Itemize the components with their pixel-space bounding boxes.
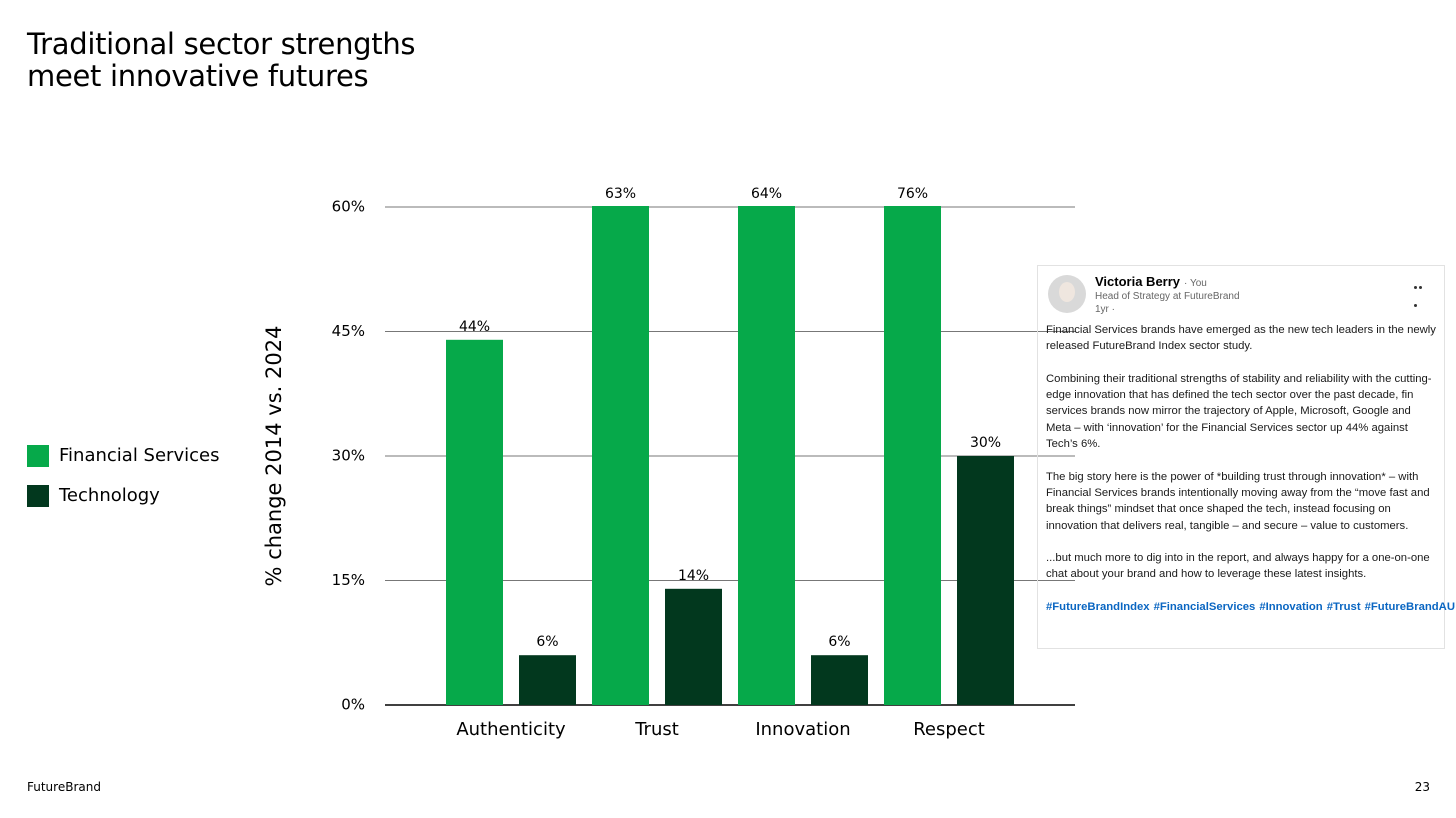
author-relation: · You xyxy=(1184,278,1207,289)
title-line: meet innovative futures xyxy=(27,59,369,93)
data-label: 63% xyxy=(605,186,636,202)
y-tick-label: 0% xyxy=(341,696,365,714)
data-label: 14% xyxy=(678,568,709,584)
post-paragraph: ...but much more to dig into in the repo… xyxy=(1046,552,1430,581)
hashtag[interactable]: #Trust xyxy=(1326,601,1361,614)
hashtags: #FutureBrandIndex #FinancialServices #Inno… xyxy=(1046,599,1455,615)
post-paragraph: Financial Services brands have emerged a… xyxy=(1046,324,1436,353)
data-label: 6% xyxy=(828,634,850,650)
title-line: Traditional sector strengths xyxy=(27,27,416,61)
bar xyxy=(738,206,795,706)
x-tick-label: Innovation xyxy=(755,719,850,740)
more-menu[interactable] xyxy=(1414,276,1428,307)
legend-swatch xyxy=(27,485,49,507)
data-label: 30% xyxy=(970,435,1001,451)
bar xyxy=(957,456,1014,705)
y-tick-label: 45% xyxy=(332,322,365,340)
footer-brand: FutureBrand xyxy=(27,780,101,794)
data-label: 76% xyxy=(897,186,928,202)
legend-swatch xyxy=(27,445,49,467)
slide-title: Traditional sector strengths meet innova… xyxy=(27,27,416,93)
legend-label: Financial Services xyxy=(59,445,219,466)
x-tick-label: Respect xyxy=(913,719,985,740)
y-tick-label: 15% xyxy=(332,571,365,589)
bar xyxy=(446,339,503,705)
x-tick-label: Trust xyxy=(634,719,679,740)
y-axis-label: % change 2014 vs. 2024 xyxy=(262,326,286,587)
post-author: Victoria Berry · You xyxy=(1095,274,1207,289)
data-label: 6% xyxy=(536,634,558,650)
hashtag[interactable]: #Innovation xyxy=(1259,601,1323,614)
x-tick-label: Authenticity xyxy=(456,719,566,740)
y-tick-label: 30% xyxy=(332,447,365,465)
bar xyxy=(519,655,576,705)
data-label: 64% xyxy=(751,186,782,202)
bar xyxy=(665,588,722,705)
social-post: Victoria Berry · You Head of Strategy at … xyxy=(1037,265,1455,649)
bar xyxy=(884,206,941,705)
avatar xyxy=(1048,275,1086,313)
post-paragraph: Combining their traditional strengths of… xyxy=(1046,372,1432,451)
post-body: Financial Services brands have emerged a… xyxy=(1046,322,1455,615)
page-number: 23 xyxy=(1414,780,1430,794)
author-headline: Head of Strategy at FutureBrand xyxy=(1095,291,1240,302)
hashtag[interactable]: #FinancialServices xyxy=(1153,601,1256,614)
post-time: 1yr · xyxy=(1095,304,1115,315)
hashtag[interactable]: #FutureBrandIndex xyxy=(1046,601,1150,614)
post-paragraph: The big story here is the power of *buil… xyxy=(1046,470,1430,532)
y-tick-label: 60% xyxy=(332,198,365,216)
bar xyxy=(592,206,649,706)
author-name: Victoria Berry xyxy=(1095,274,1181,289)
data-label: 44% xyxy=(459,319,490,335)
bar xyxy=(811,655,868,705)
hashtag[interactable]: #FutureBrandAU xyxy=(1364,601,1455,614)
legend-label: Technology xyxy=(58,485,160,506)
